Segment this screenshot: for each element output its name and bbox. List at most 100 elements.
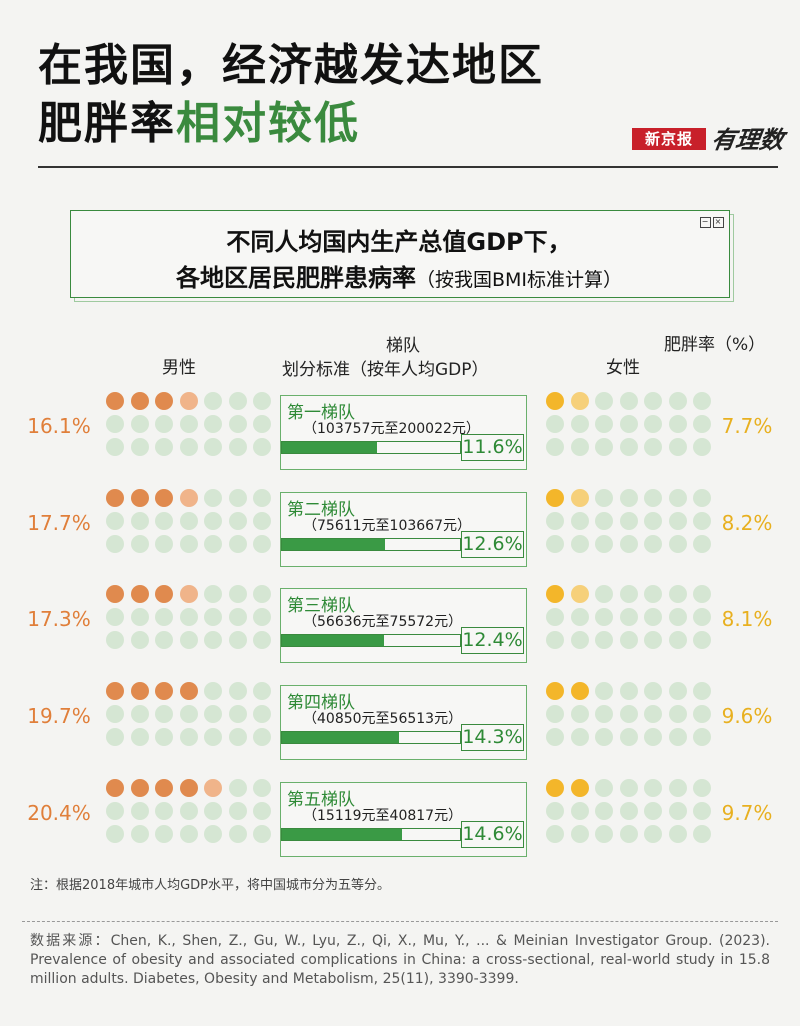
female-dot [668, 489, 687, 507]
female-dot [595, 438, 613, 456]
female-dot [693, 631, 711, 649]
female-dot [546, 608, 564, 626]
female-dot [570, 728, 589, 746]
male-dot [130, 705, 149, 723]
female-dot [619, 489, 638, 507]
female-dot [546, 489, 564, 507]
female-dot [668, 631, 687, 649]
female-dot [595, 682, 613, 700]
male-dot [204, 608, 222, 626]
female-dot [644, 802, 662, 820]
female-dot [546, 392, 564, 410]
male-dot [130, 392, 149, 410]
male-dot [204, 415, 222, 433]
female-dot [595, 608, 613, 626]
male-dot [179, 631, 198, 649]
minimize-icon: − [700, 217, 711, 228]
female-dot [668, 825, 687, 843]
male-dot [179, 535, 198, 553]
female-dot [644, 585, 662, 603]
male-dot [204, 489, 222, 507]
male-dot [228, 535, 247, 553]
male-dot [253, 535, 271, 553]
female-dot [668, 705, 687, 723]
female-dot [644, 415, 662, 433]
male-dot [228, 728, 247, 746]
male-dot [179, 392, 198, 410]
male-dot [228, 608, 247, 626]
male-dot [106, 535, 124, 553]
female-dot [619, 728, 638, 746]
male-dot [179, 779, 198, 797]
tier-name: 第三梯队 [287, 596, 355, 616]
male-dot [155, 728, 173, 746]
female-dot [668, 779, 687, 797]
male-dot [204, 392, 222, 410]
female-dot [693, 802, 711, 820]
male-dot [179, 489, 198, 507]
female-dot [619, 585, 638, 603]
male-dot [228, 512, 247, 530]
male-dot [106, 512, 124, 530]
tier-card: 第五梯队 （15119元至40817元） 14.6% [280, 782, 527, 857]
male-dot [204, 802, 222, 820]
male-dot [204, 631, 222, 649]
male-dot [179, 512, 198, 530]
female-dot [570, 825, 589, 843]
female-dot [546, 682, 564, 700]
female-dot [619, 512, 638, 530]
overall-rate-label: 14.6% [461, 821, 524, 848]
header-male: 男性 [162, 358, 196, 378]
female-dot [546, 779, 564, 797]
female-rate-label: 9.6% [721, 704, 773, 728]
overall-rate-label: 14.3% [461, 724, 524, 751]
female-dot [644, 728, 662, 746]
tier-name: 第一梯队 [287, 403, 355, 423]
male-dot [253, 728, 271, 746]
female-dot [693, 682, 711, 700]
male-dot [228, 682, 247, 700]
female-rate-label: 8.1% [721, 607, 773, 631]
divider [22, 921, 778, 922]
female-dot [693, 705, 711, 723]
male-rate-label: 16.1% [27, 414, 91, 438]
window-buttons: − × [698, 214, 724, 228]
male-dot [155, 779, 173, 797]
male-dot [253, 779, 271, 797]
female-dot [693, 512, 711, 530]
female-dot [693, 489, 711, 507]
female-dot [570, 802, 589, 820]
male-dot [253, 705, 271, 723]
subtitle-main: 各地区居民肥胖患病率 [175, 264, 416, 292]
tier-gdp-range: （40850元至56513元） [303, 711, 463, 727]
male-dot [253, 415, 271, 433]
male-dot [204, 779, 222, 797]
male-dot [179, 705, 198, 723]
overall-rate-label: 12.4% [461, 627, 524, 654]
female-dot [570, 631, 589, 649]
female-dot [644, 392, 662, 410]
female-dot [570, 392, 589, 410]
subtitle-box [70, 210, 730, 298]
male-dot [179, 728, 198, 746]
tier-gdp-range: （75611元至103667元） [303, 518, 471, 534]
source-citation: 数据来源：Chen, K., Shen, Z., Gu, W., Lyu, Z.… [30, 933, 770, 987]
female-dot [546, 438, 564, 456]
male-dot [155, 802, 173, 820]
male-dot [228, 415, 247, 433]
female-dot [693, 728, 711, 746]
tier-name: 第四梯队 [287, 693, 355, 713]
female-dot [570, 779, 589, 797]
tier-gdp-range: （15119元至40817元） [303, 808, 463, 824]
male-dot [253, 438, 271, 456]
male-dot [253, 392, 271, 410]
female-dot [570, 512, 589, 530]
overall-rate-bar-track [281, 441, 461, 454]
female-dot [546, 415, 564, 433]
male-dot [106, 728, 124, 746]
male-dot [155, 392, 173, 410]
female-dot [595, 728, 613, 746]
female-dot [619, 779, 638, 797]
male-dot [253, 512, 271, 530]
male-dot [179, 608, 198, 626]
